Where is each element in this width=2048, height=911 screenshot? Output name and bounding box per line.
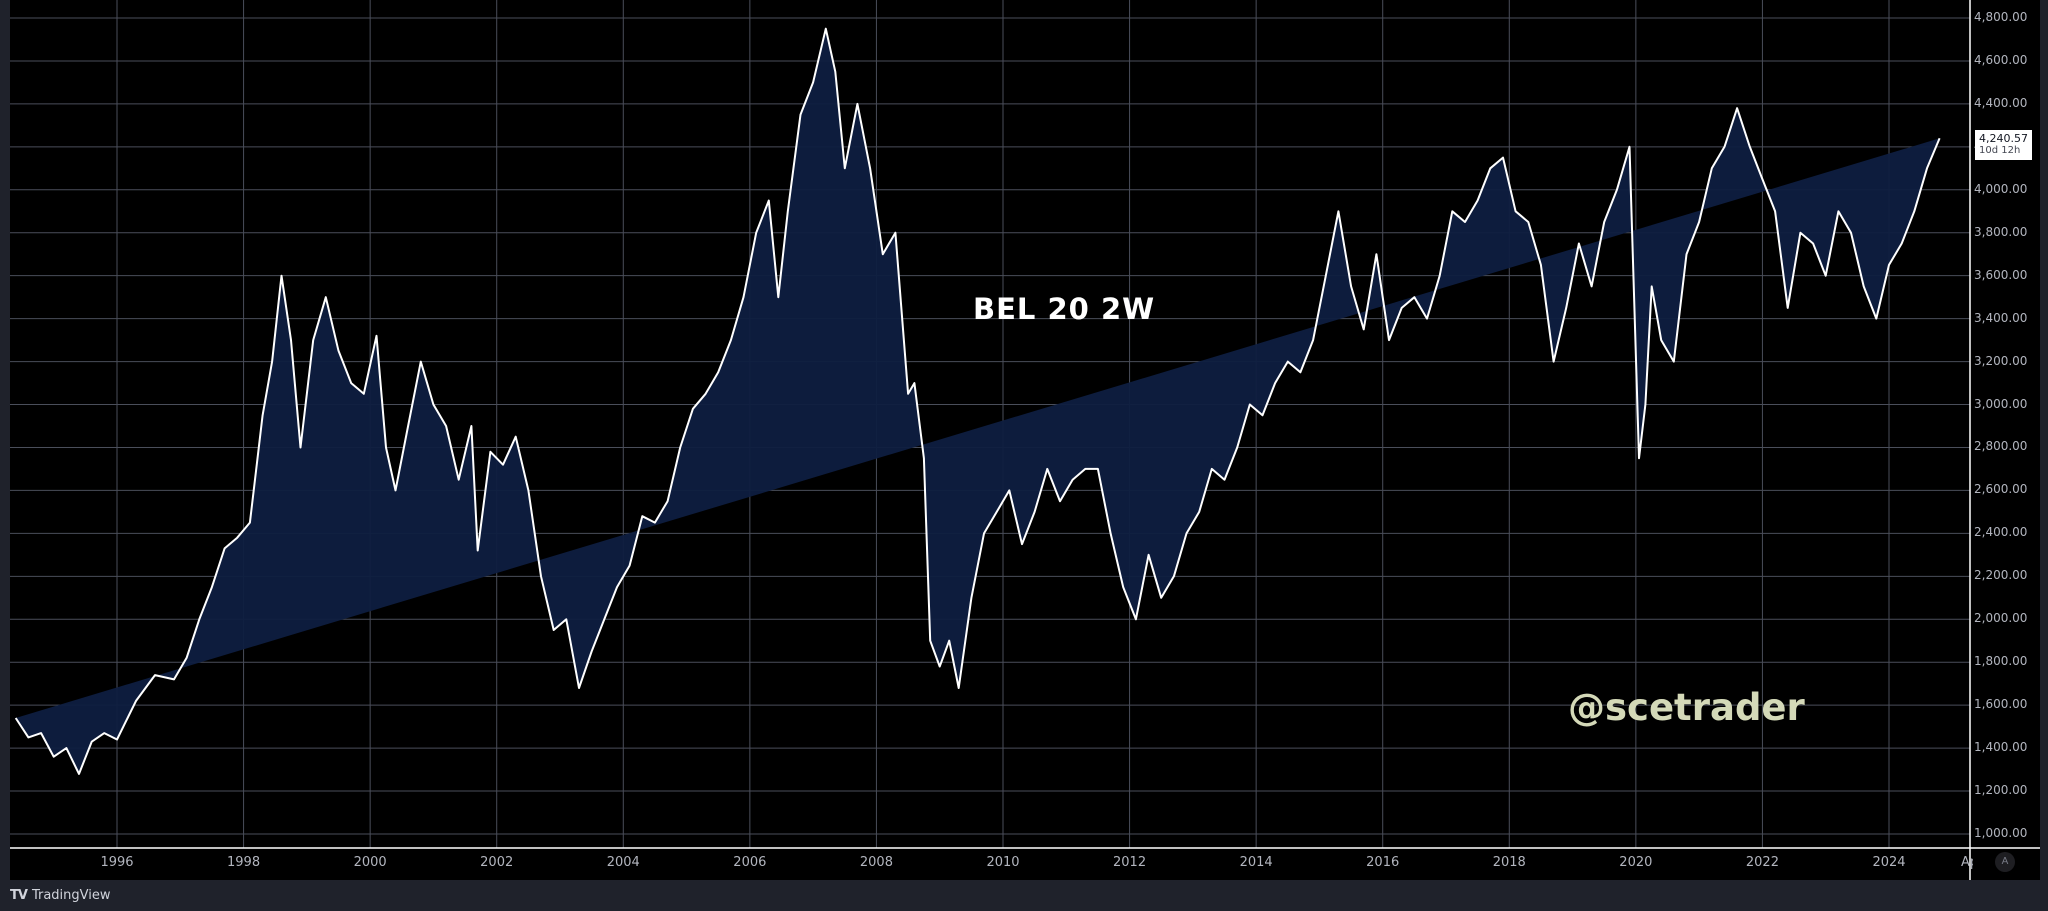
price-chart[interactable] <box>10 0 2040 880</box>
price-axis-label: 1,600.00 <box>1974 697 2028 712</box>
price-axis-label: 4,000.00 <box>1974 181 2028 196</box>
price-line <box>14 27 1941 775</box>
bar-countdown: 10d 12h <box>1979 145 2021 156</box>
price-axis-label: 1,400.00 <box>1974 740 2028 755</box>
price-axis-label: 4,600.00 <box>1974 52 2028 67</box>
time-axis-label: 2018 <box>1492 855 1526 870</box>
time-axis-label: 2000 <box>353 855 387 870</box>
auto-scale-button[interactable]: A <box>1995 852 2015 872</box>
time-axis-label: 2020 <box>1619 855 1653 870</box>
price-axis-label: 2,200.00 <box>1974 568 2028 583</box>
time-axis-label: 2014 <box>1239 855 1273 870</box>
price-axis-label: 2,400.00 <box>1974 525 2028 540</box>
price-axis-label: 2,600.00 <box>1974 482 2028 497</box>
chart-pane[interactable]: 4,800.004,600.004,400.004,200.004,000.00… <box>10 0 2040 880</box>
price-axis-label: 4,800.00 <box>1974 10 2028 24</box>
price-axis-label: 1,000.00 <box>1974 826 2028 840</box>
time-axis-label: 2010 <box>986 855 1020 870</box>
price-axis-label: 2,000.00 <box>1974 611 2028 626</box>
tradingview-logo-icon: TV <box>10 887 28 903</box>
last-price-value: 4,240.57 <box>1979 132 2028 145</box>
price-axis-label: 4,400.00 <box>1974 95 2028 110</box>
footer-branding[interactable]: TV TradingView <box>10 884 110 906</box>
time-axis-label: 2006 <box>733 855 767 870</box>
time-axis-cutoff-label: Ap <box>1961 855 1973 870</box>
time-axis-label: 2012 <box>1113 855 1147 870</box>
price-axis-label: 2,800.00 <box>1974 439 2028 454</box>
chart-title: BEL 20 2W <box>973 292 1156 326</box>
last-price-label: 4,240.57 10d 12h <box>1975 130 2032 160</box>
time-axis-label: 2024 <box>1872 855 1906 870</box>
price-axis-label: 3,800.00 <box>1974 224 2028 239</box>
price-axis-label: 3,000.00 <box>1974 396 2028 411</box>
watermark-text: @scetrader <box>1568 686 1805 729</box>
time-axis-label: 1998 <box>227 855 261 870</box>
time-axis-label: 2004 <box>606 855 640 870</box>
price-axis-label: 3,600.00 <box>1974 267 2028 282</box>
time-axis-label: 2016 <box>1366 855 1400 870</box>
price-axis-label: 3,400.00 <box>1974 310 2028 325</box>
price-axis-label: 1,200.00 <box>1974 783 2028 798</box>
price-axis-label: 3,200.00 <box>1974 353 2028 368</box>
price-axis-label: 1,800.00 <box>1974 654 2028 669</box>
time-axis-label: 2022 <box>1745 855 1779 870</box>
brand-name: TradingView <box>31 887 111 903</box>
time-axis-label: 2008 <box>859 855 893 870</box>
time-axis-label: 1996 <box>100 855 134 870</box>
time-axis-label: 2002 <box>480 855 514 870</box>
